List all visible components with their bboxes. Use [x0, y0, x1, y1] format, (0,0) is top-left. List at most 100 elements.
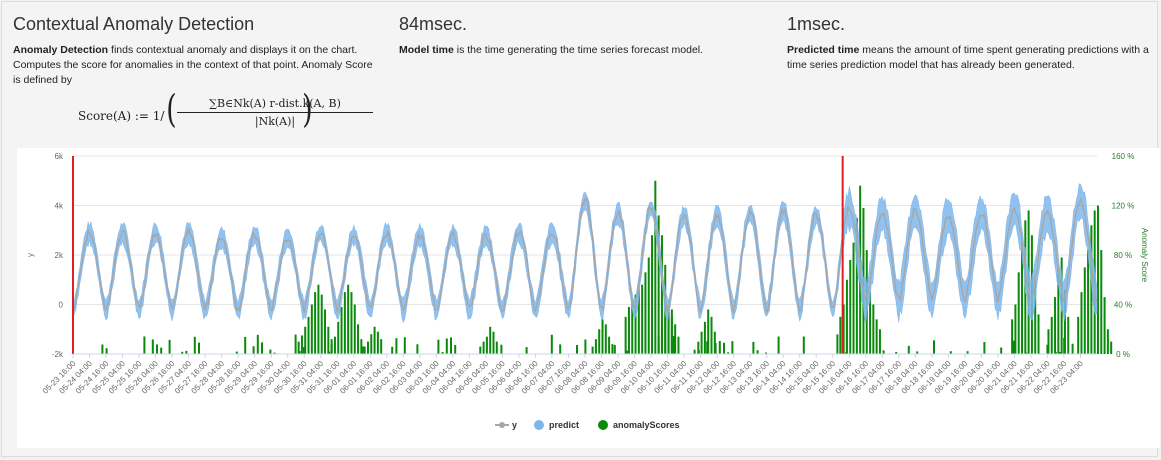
- anomaly-bar: [1037, 314, 1040, 354]
- anomaly-bar: [1080, 292, 1083, 354]
- card-predicted-time: 1msec. Predicted time means the amount o…: [787, 14, 1157, 73]
- anomaly-bar: [700, 331, 703, 354]
- card-text: finds contextual anomaly and displays it…: [13, 44, 373, 86]
- anomaly-bar: [168, 339, 171, 354]
- anomaly-bar: [594, 339, 597, 354]
- anomaly-bar: [631, 299, 634, 354]
- predict-band: [72, 183, 1098, 324]
- anomaly-bar: [611, 344, 614, 354]
- anomaly-bar: [376, 331, 379, 354]
- anomaly-bar: [101, 344, 104, 354]
- anomaly-bar: [1100, 250, 1103, 354]
- anomaly-bar: [693, 349, 696, 354]
- anomaly-bar: [360, 339, 363, 354]
- anomaly-bar: [156, 344, 158, 354]
- anomaly-bar: [895, 351, 898, 354]
- anomaly-bar: [437, 339, 440, 354]
- anomaly-bar: [353, 304, 356, 354]
- legend-anomaly-dot: [598, 420, 608, 430]
- y-tick-label: 6k: [55, 152, 64, 161]
- anomaly-bar: [1110, 341, 1113, 354]
- anomaly-bar: [343, 292, 346, 354]
- anomaly-bar: [849, 259, 852, 354]
- anomaly-bar: [756, 350, 759, 354]
- anomaly-bar: [495, 341, 498, 354]
- anomaly-bar: [337, 321, 340, 354]
- anomaly-bar: [1083, 267, 1086, 354]
- anomaly-bar: [550, 334, 553, 354]
- card-title: 1msec.: [787, 14, 846, 34]
- card-description: Anomaly Detection finds contextual anoma…: [13, 43, 383, 88]
- anomaly-chart: -2k 0 2k 4k 6k 0 % 40 % 80 % 120 % 160 % y Anomaly …: [26, 152, 1149, 430]
- anomaly-bar: [966, 351, 969, 354]
- anomaly-bar: [1059, 351, 1061, 354]
- anomaly-bar: [416, 344, 419, 354]
- anomaly-bar: [604, 324, 607, 354]
- anomaly-bar: [627, 306, 630, 354]
- anomaly-bar: [777, 336, 780, 354]
- anomaly-bar: [576, 345, 578, 354]
- anomaly-bar: [641, 284, 644, 354]
- anomaly-bar: [657, 336, 660, 354]
- anomaly-bar: [328, 351, 331, 354]
- anomaly-bar: [1063, 289, 1066, 354]
- anomaly-bar: [844, 352, 847, 354]
- anomaly-bar: [485, 336, 488, 354]
- anomaly-bar: [718, 341, 721, 354]
- anomaly-bar: [489, 326, 492, 354]
- anomaly-bar: [845, 279, 848, 354]
- predict-area: [72, 183, 1098, 324]
- y-tick-label: 2k: [55, 251, 64, 260]
- anomaly-bar: [445, 338, 448, 354]
- anomaly-bar: [525, 347, 528, 354]
- anomaly-bar: [454, 344, 457, 354]
- card-bold-term: Model time: [399, 44, 454, 56]
- anomaly-bar: [907, 345, 910, 354]
- anomaly-bar: [181, 351, 184, 354]
- anomaly-bar: [839, 316, 842, 354]
- anomaly-bar: [500, 344, 503, 354]
- y2-axis-title: Anomaly Score: [1140, 228, 1149, 283]
- formula-open-paren: (: [166, 87, 177, 131]
- anomaly-bar: [559, 344, 562, 354]
- anomaly-bar: [273, 352, 276, 354]
- anomaly-bar: [347, 284, 350, 354]
- anomaly-bar: [949, 351, 952, 354]
- anomaly-bar: [731, 341, 734, 354]
- card-model-time: 84msec. Model time is the time generatin…: [399, 14, 759, 58]
- anomaly-bar: [294, 334, 297, 354]
- anomaly-bar: [1046, 344, 1049, 354]
- anomaly-bar: [198, 342, 200, 354]
- anomaly-bar: [1050, 316, 1053, 354]
- y-line: [72, 197, 1098, 315]
- anomaly-bar: [297, 341, 300, 354]
- formula-fraction: ∑B∈Nk(A) r-dist.k(A, B) |Nk(A)|: [177, 97, 373, 128]
- anomaly-bar: [185, 350, 188, 354]
- anomaly-bar: [391, 346, 394, 354]
- anomaly-bar: [256, 334, 259, 354]
- card-text: is the time generating the time series f…: [453, 44, 704, 56]
- anomaly-bar: [802, 336, 805, 354]
- y2-tick-label: 80 %: [1114, 251, 1132, 260]
- anomaly-bar: [598, 329, 601, 354]
- anomaly-bar: [235, 351, 238, 354]
- y-tick-label: 4k: [55, 202, 64, 211]
- y2-tick-label: 160 %: [1112, 152, 1135, 161]
- anomaly-bar: [1103, 297, 1106, 354]
- anomaly-bar: [852, 242, 855, 354]
- anomaly-bar: [366, 341, 369, 354]
- anomaly-bar: [357, 324, 360, 354]
- formula-numerator: ∑B∈Nk(A) r-dist.k(A, B): [177, 97, 373, 113]
- anomaly-bar: [1014, 304, 1017, 354]
- y-tick-label: 0: [59, 301, 64, 310]
- formula-close-paren: ): [302, 87, 313, 131]
- y2-tick-label: 120 %: [1112, 202, 1135, 211]
- card-anomaly-detection: Contextual Anomaly Detection Anomaly Det…: [13, 14, 383, 88]
- anomaly-bar: [143, 336, 146, 354]
- legend-anomaly-label: anomalyScores: [613, 420, 680, 430]
- anomaly-bar: [1087, 250, 1090, 354]
- anomaly-bar: [479, 346, 482, 354]
- anomaly-bar: [706, 341, 709, 354]
- legend-y-label: y: [512, 420, 517, 430]
